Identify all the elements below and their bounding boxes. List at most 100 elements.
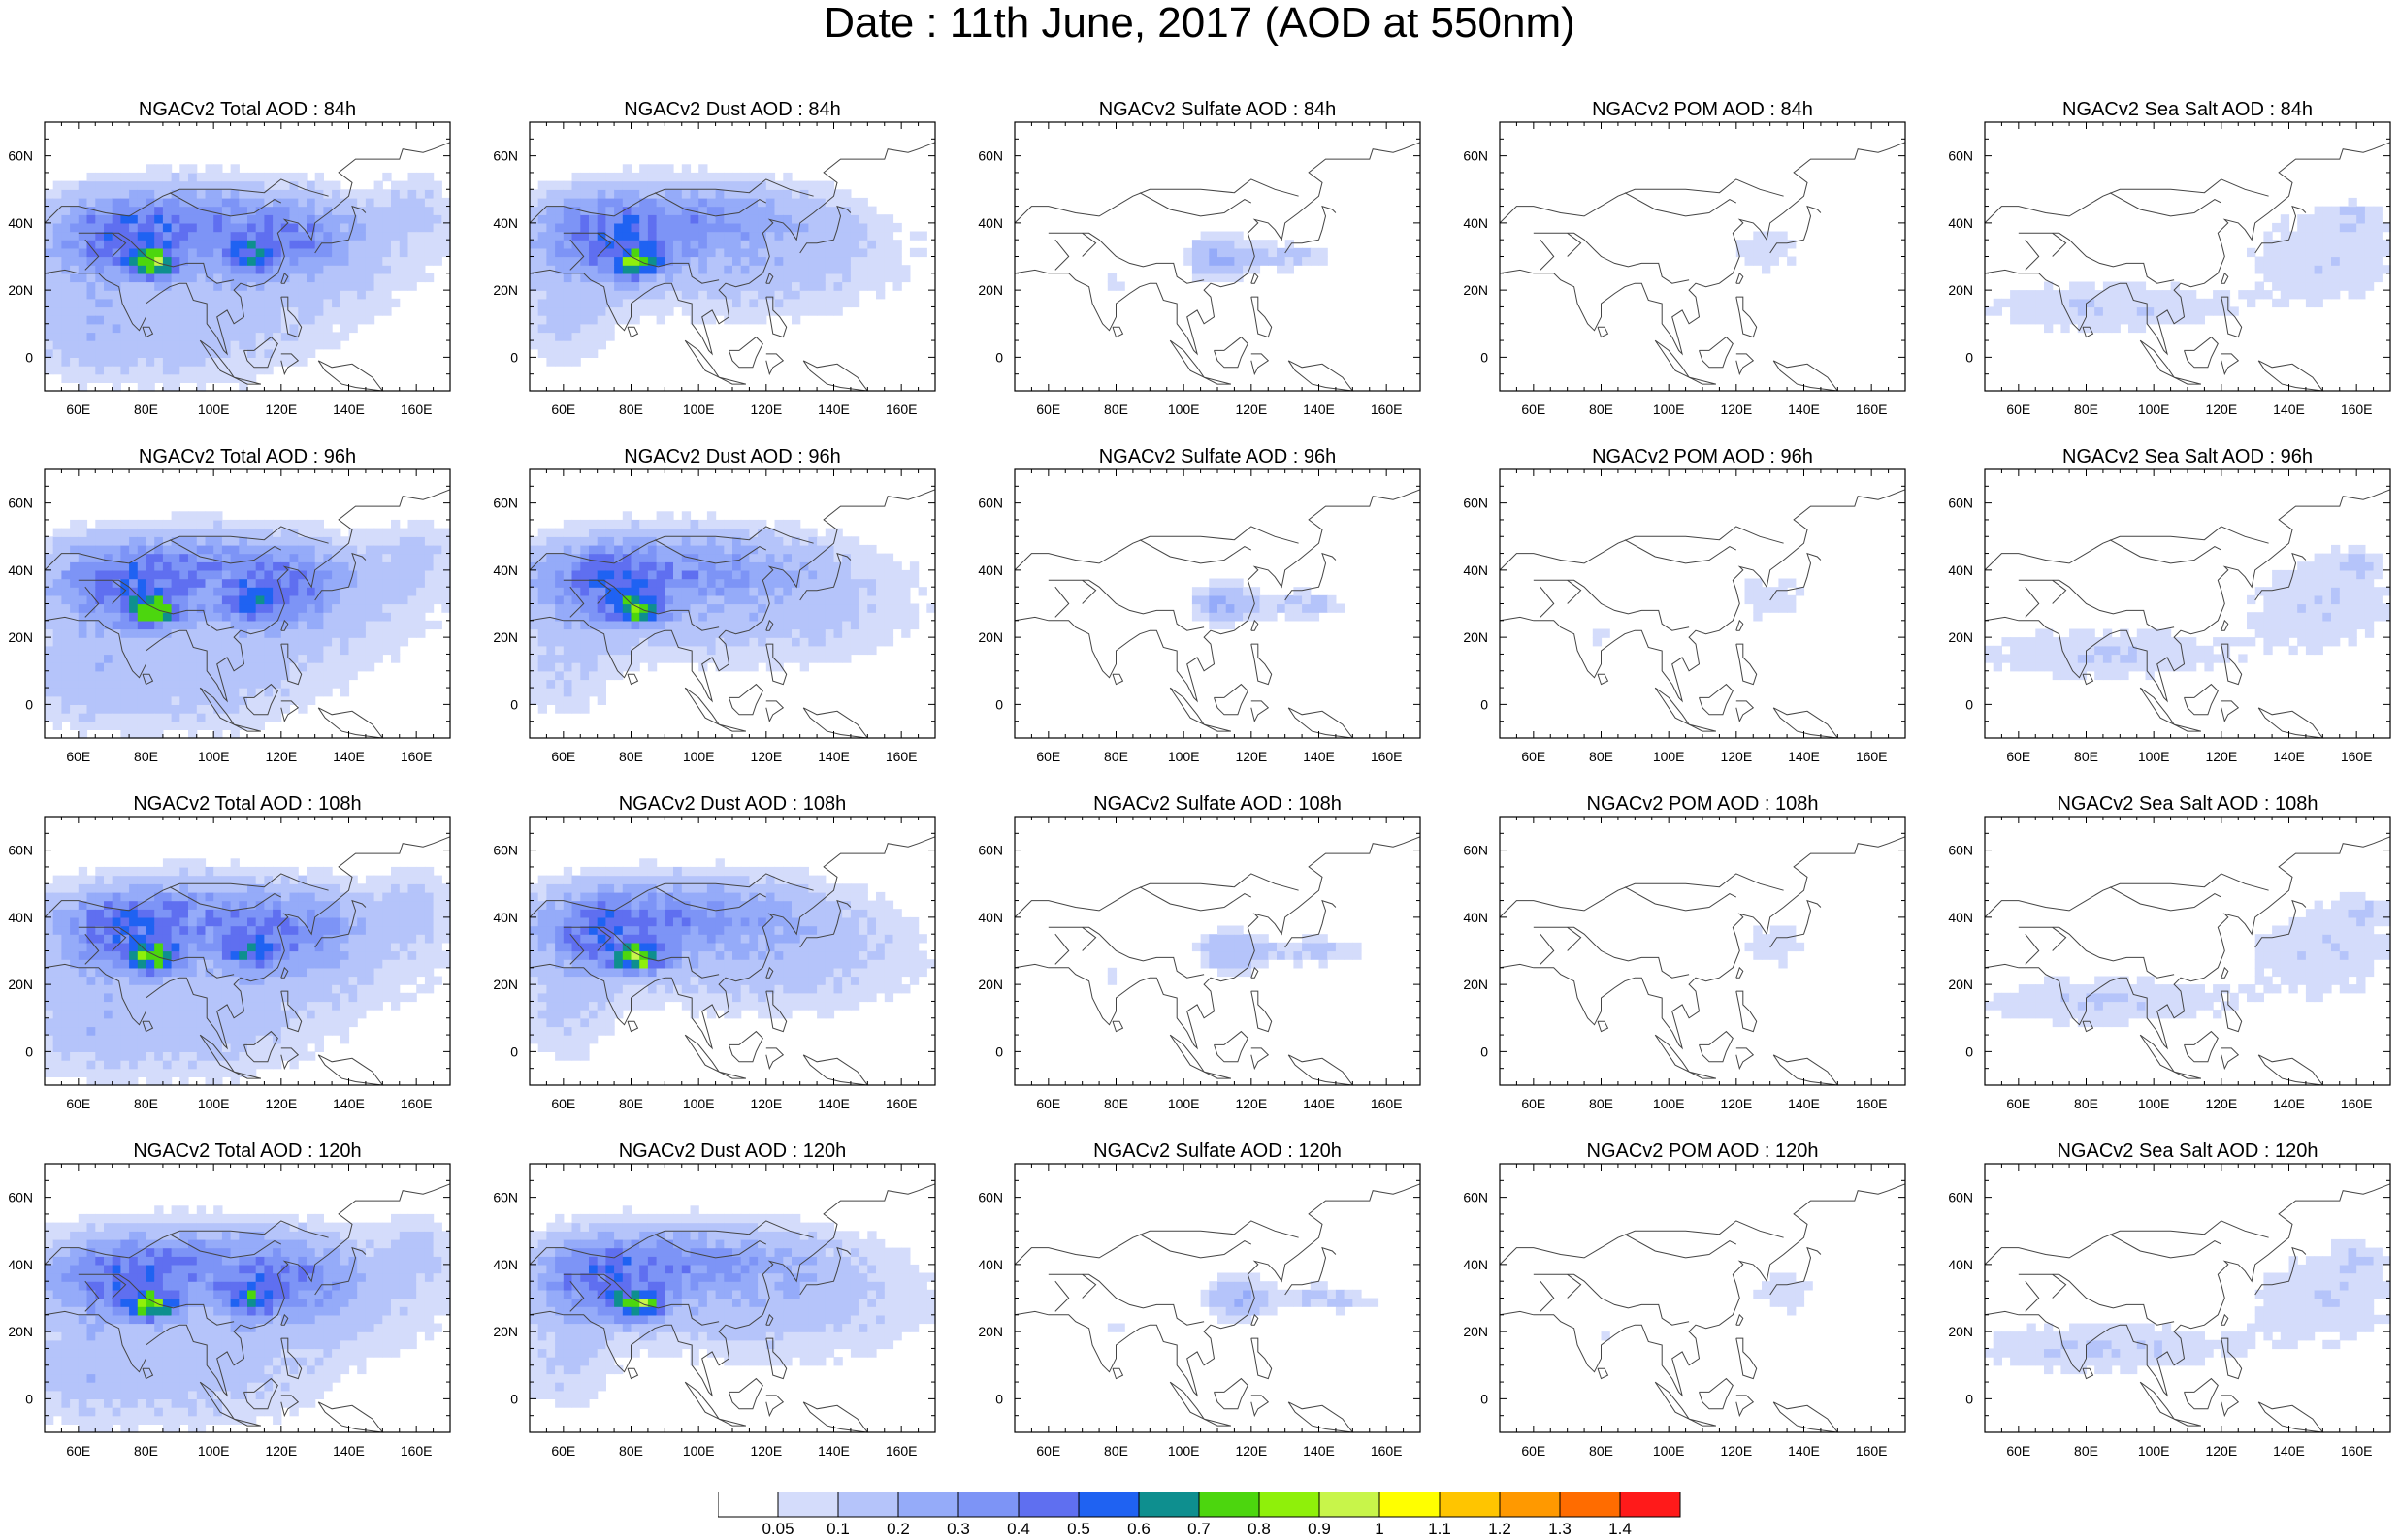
panel-title: NGACv2 Dust AOD : 84h: [624, 99, 841, 120]
aod-field: [1107, 1272, 1379, 1332]
lat-tick-label: 40N: [978, 562, 1003, 578]
lon-tick-label: 100E: [1168, 1443, 1200, 1459]
panel-title: NGACv2 Sea Salt AOD : 120h: [2057, 1140, 2318, 1162]
map-panel-dust-108h: NGACv2 Dust AOD : 108h 60E 80E 100E 120E 140E…: [485, 793, 955, 1118]
map-plot: 60E 80E 100E 120E 140E 160E 60N 40N 20N 0: [1948, 121, 2391, 417]
lat-tick-label: 0: [25, 1043, 33, 1059]
lat-tick-label: 20N: [8, 977, 33, 992]
lon-tick-label: 80E: [1104, 749, 1128, 764]
map-plot: 60E 80E 100E 120E 140E 160E 60N 40N 20N 0: [8, 468, 451, 764]
lat-tick-label: 20N: [1463, 1324, 1488, 1339]
lon-tick-label: 60E: [2006, 749, 2030, 764]
aod-field: [1107, 925, 1362, 985]
lon-tick-label: 120E: [1235, 1096, 1267, 1111]
panel-title: NGACv2 Dust AOD : 96h: [624, 446, 841, 467]
lat-tick-label: 60N: [1948, 496, 1973, 511]
map-plot: 60E 80E 100E 120E 140E 160E 60N 40N 20N 0: [493, 816, 936, 1111]
lon-tick-label: 100E: [1653, 749, 1685, 764]
lat-tick-label: 60N: [1948, 843, 1973, 858]
lon-tick-label: 140E: [1788, 401, 1820, 417]
lon-tick-label: 80E: [1589, 401, 1613, 417]
lon-tick-label: 140E: [818, 1443, 850, 1459]
lon-tick-label: 140E: [1788, 1443, 1820, 1459]
lat-tick-label: 60N: [8, 1190, 33, 1205]
colorbar-swatch: [957, 1492, 1020, 1518]
lat-tick-label: 20N: [8, 629, 33, 645]
map-panel-seasalt-84h: NGACv2 Sea Salt AOD : 84h 60E 80E 100E 120E 1…: [1940, 99, 2399, 424]
lat-tick-label: 40N: [1948, 215, 1973, 231]
lon-tick-label: 100E: [1168, 749, 1200, 764]
coastlines: [1984, 489, 2391, 739]
map-plot: 60E 80E 100E 120E 140E 160E 60N 40N 20N 0: [8, 1163, 451, 1459]
coastlines: [44, 836, 451, 1086]
lat-tick-label: 0: [995, 1043, 1003, 1059]
lon-tick-label: 160E: [1371, 749, 1403, 764]
colorbar-label: 1.3: [1548, 1520, 1572, 1538]
lat-tick-label: 60N: [978, 843, 1003, 858]
lon-tick-label: 100E: [683, 749, 715, 764]
lon-tick-label: 100E: [2138, 1443, 2170, 1459]
panel-title: NGACv2 Sulfate AOD : 96h: [1098, 446, 1337, 467]
lat-tick-label: 40N: [1948, 1257, 1973, 1272]
map-plot: 60E 80E 100E 120E 140E 160E 60N 40N 20N 0: [978, 1163, 1421, 1459]
colorbar-label: 0.1: [827, 1520, 850, 1538]
panel-title: NGACv2 Sea Salt AOD : 96h: [2062, 446, 2313, 467]
colorbar-swatch: [1619, 1492, 1681, 1518]
lat-tick-label: 0: [1480, 349, 1488, 365]
lat-tick-label: 60N: [493, 1190, 518, 1205]
lon-tick-label: 160E: [2341, 401, 2373, 417]
map-panel-sulfate-96h: NGACv2 Sulfate AOD : 96h 60E 80E 100E 120E 14…: [970, 446, 1440, 771]
colorbar-label: 1: [1375, 1520, 1383, 1538]
panel-title: NGACv2 POM AOD : 120h: [1586, 1140, 1819, 1162]
coastlines: [44, 142, 451, 392]
aod-field: [45, 511, 451, 739]
lon-tick-label: 60E: [1036, 1096, 1060, 1111]
lon-tick-label: 100E: [1168, 401, 1200, 417]
lon-tick-label: 140E: [2273, 1443, 2305, 1459]
lat-tick-label: 40N: [978, 215, 1003, 231]
lon-tick-label: 160E: [886, 749, 918, 764]
panel-title: NGACv2 Total AOD : 120h: [133, 1140, 362, 1162]
map-plot: 60E 80E 100E 120E 140E 160E 60N 40N 20N 0: [978, 121, 1421, 417]
lon-tick-label: 160E: [401, 1096, 433, 1111]
lon-tick-label: 100E: [2138, 1096, 2170, 1111]
panel-title: NGACv2 Sea Salt AOD : 108h: [2057, 793, 2318, 815]
colorbar-label: 0.5: [1067, 1520, 1090, 1538]
lon-tick-label: 160E: [1856, 749, 1888, 764]
colorbar-label: 0.9: [1308, 1520, 1331, 1538]
lon-tick-label: 60E: [66, 401, 90, 417]
coastlines: [1499, 489, 1906, 739]
map-plot: 60E 80E 100E 120E 140E 160E 60N 40N 20N 0: [493, 121, 936, 417]
aod-field: [45, 164, 451, 392]
lon-tick-label: 160E: [401, 1443, 433, 1459]
lon-tick-label: 140E: [818, 1096, 850, 1111]
lon-tick-label: 160E: [2341, 749, 2373, 764]
colorbar-label: 0.05: [762, 1520, 794, 1538]
panel-title: NGACv2 Sea Salt AOD : 84h: [2062, 99, 2313, 120]
lat-tick-label: 20N: [493, 977, 518, 992]
lon-tick-label: 80E: [134, 401, 158, 417]
colorbar-label: 1.4: [1608, 1520, 1632, 1538]
lon-tick-label: 80E: [1104, 1443, 1128, 1459]
lon-tick-label: 140E: [333, 401, 365, 417]
lat-tick-label: 60N: [8, 496, 33, 511]
lat-tick-label: 0: [995, 1391, 1003, 1406]
map-panel-sulfate-120h: NGACv2 Sulfate AOD : 120h 60E 80E 100E 120E 1…: [970, 1140, 1440, 1465]
lon-tick-label: 140E: [2273, 749, 2305, 764]
panel-title: NGACv2 Sulfate AOD : 108h: [1093, 793, 1342, 815]
map-plot: 60E 80E 100E 120E 140E 160E 60N 40N 20N 0: [8, 816, 451, 1111]
map-panel-dust-84h: NGACv2 Dust AOD : 84h 60E 80E 100E 120E 140E 1…: [485, 99, 955, 424]
aod-field: [45, 858, 451, 1086]
lat-tick-label: 0: [510, 349, 518, 365]
map-plot: 60E 80E 100E 120E 140E 160E 60N 40N 20N 0: [1463, 468, 1906, 764]
lon-tick-label: 100E: [683, 1096, 715, 1111]
lon-tick-label: 80E: [134, 1096, 158, 1111]
lon-tick-label: 100E: [198, 749, 230, 764]
lat-tick-label: 40N: [493, 215, 518, 231]
map-panel-pom-120h: NGACv2 POM AOD : 120h 60E 80E 100E 120E 140E 1…: [1455, 1140, 1925, 1465]
lat-tick-label: 40N: [978, 910, 1003, 925]
map-plot: 60E 80E 100E 120E 140E 160E 60N 40N 20N 0: [493, 468, 936, 764]
lon-tick-label: 80E: [619, 749, 643, 764]
lon-tick-label: 140E: [333, 749, 365, 764]
lon-tick-label: 120E: [265, 749, 297, 764]
